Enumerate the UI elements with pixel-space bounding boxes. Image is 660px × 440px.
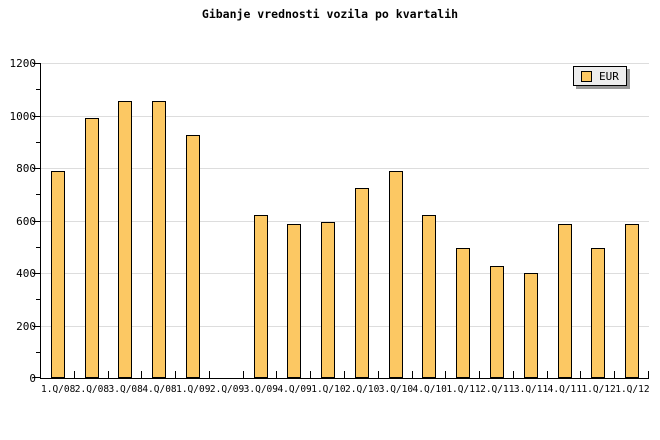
gridline [41, 325, 649, 327]
y-axis-major-tick [33, 115, 40, 117]
bar [85, 118, 99, 378]
x-axis-tick [344, 371, 345, 378]
x-axis-tick [74, 371, 75, 378]
x-axis-label: 4.Q/10 [412, 384, 447, 395]
x-axis-label: 3.Q/09 [243, 384, 278, 395]
x-axis-tick [513, 371, 514, 378]
x-axis-label: 2.Q/08 [74, 384, 110, 395]
x-axis-label: 2.Q/09 [209, 384, 245, 395]
bar [558, 224, 572, 378]
x-axis-label: 2.Q/10 [345, 384, 380, 395]
y-axis-major-tick [33, 325, 40, 327]
x-axis-label: 1.Q/09 [176, 384, 211, 395]
y-axis-minor-tick [36, 194, 40, 196]
x-axis-label: 2.Q/11 [480, 384, 515, 395]
gridline [41, 273, 649, 274]
y-axis-minor-tick [36, 299, 40, 301]
y-axis-major-tick [33, 273, 40, 274]
x-axis-label: 4.Q/11 [547, 384, 582, 395]
y-axis-label: 800 [16, 162, 36, 175]
bar [524, 273, 538, 378]
x-axis-tick [479, 371, 480, 378]
x-axis-label: 1.Q/12 [581, 384, 616, 395]
bar [287, 224, 301, 378]
x-axis-label: 1.Q/12 [615, 384, 650, 395]
y-axis-label: 400 [16, 267, 36, 280]
x-axis-tick [412, 371, 413, 378]
bar [490, 266, 504, 378]
y-axis-minor-tick [36, 351, 40, 353]
y-axis-label: 1000 [9, 109, 37, 123]
x-axis-label: 3.Q/10 [378, 384, 414, 395]
bar [254, 215, 268, 378]
x-axis-tick [580, 371, 581, 378]
x-axis-label: 4.Q/09 [277, 384, 312, 395]
x-axis-tick [209, 371, 210, 378]
x-axis-tick [378, 371, 379, 378]
y-axis-label: 200 [16, 319, 36, 333]
bar [625, 224, 639, 378]
legend-swatch-icon [581, 70, 592, 82]
x-axis-tick [547, 371, 548, 378]
y-axis-minor-tick [36, 141, 40, 143]
bar [152, 101, 166, 378]
legend-label: EUR [599, 69, 619, 83]
y-axis-minor-tick [36, 89, 40, 91]
y-axis-label: 1200 [9, 57, 37, 70]
y-axis-label: 0 [29, 372, 36, 385]
x-axis-tick [310, 371, 311, 378]
x-axis-tick [445, 371, 446, 378]
bar [591, 248, 605, 378]
x-axis-label: 1.Q/10 [311, 384, 346, 395]
bar [456, 248, 470, 378]
x-axis-tick [175, 371, 176, 378]
x-axis-tick [243, 371, 244, 378]
gridline [41, 168, 649, 169]
x-axis-label: 3.Q/11 [513, 384, 549, 395]
bar [118, 101, 132, 378]
x-axis-tick [108, 371, 109, 378]
x-axis-tick [648, 371, 649, 378]
x-axis-tick [141, 371, 142, 378]
bar [389, 171, 403, 378]
bar [422, 215, 436, 378]
y-axis-label: 600 [16, 214, 36, 228]
bar [186, 135, 200, 378]
y-axis-major-tick [33, 63, 40, 64]
x-axis-tick [614, 371, 615, 378]
chart-title: Gibanje vrednosti vozila po kvartalih [201, 7, 459, 21]
x-axis-label: 4.Q/08 [142, 384, 177, 395]
x-axis-label: 1.Q/11 [446, 384, 481, 395]
y-axis-major-tick [33, 168, 40, 169]
y-axis-minor-tick [36, 246, 40, 248]
gridline [41, 115, 649, 117]
gridline [41, 63, 649, 64]
plot-area: 0 200 400 600 800 1000 1200 1.Q/08 2.Q/08 3.Q/08 4… [10, 58, 650, 396]
legend: EUR [573, 66, 627, 86]
bar [321, 222, 335, 378]
x-axis-tick [276, 371, 277, 378]
x-axis-label: 3.Q/08 [108, 384, 143, 395]
bar [355, 188, 369, 378]
x-axis-label: 1.Q/08 [41, 384, 76, 395]
bar [51, 171, 65, 378]
gridline [41, 220, 649, 222]
y-axis-major-tick [33, 220, 40, 222]
y-axis-major-tick [33, 377, 40, 378]
